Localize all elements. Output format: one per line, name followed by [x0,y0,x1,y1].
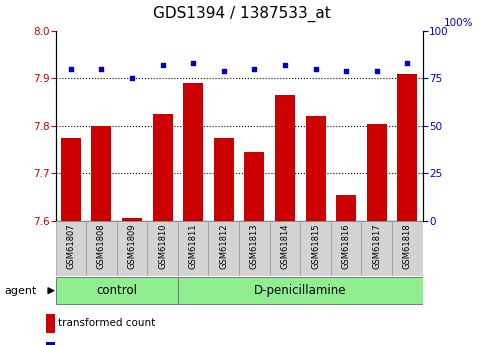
Text: GSM61812: GSM61812 [219,224,228,269]
Bar [178,221,209,276]
Text: GSM61809: GSM61809 [128,224,137,269]
Text: GSM61810: GSM61810 [158,224,167,269]
Bar [270,221,300,276]
Bar [300,221,331,276]
Text: agent: agent [5,286,37,296]
Bar [367,124,387,221]
Bar [122,218,142,221]
Text: GSM61817: GSM61817 [372,224,381,269]
Bar [244,152,264,221]
Point [67,66,75,72]
Text: GSM61814: GSM61814 [281,224,289,269]
Point [189,61,197,66]
Bar [56,221,86,276]
Bar [392,221,423,276]
Bar [306,116,326,221]
Point [251,66,258,72]
Bar [46,342,55,345]
Point [342,68,350,74]
Point [220,68,227,74]
Bar [91,126,112,221]
Point [281,62,289,68]
Bar [117,221,147,276]
Point [373,68,381,74]
Text: GSM61811: GSM61811 [189,224,198,269]
Bar [153,114,172,221]
Bar [61,138,81,221]
Text: 100%: 100% [444,18,474,28]
Bar [46,314,55,333]
Text: GSM61813: GSM61813 [250,224,259,269]
Bar [336,195,356,221]
Text: GSM61808: GSM61808 [97,224,106,269]
Point [312,66,319,72]
Bar [86,221,117,276]
Text: GSM61807: GSM61807 [66,224,75,269]
Bar [275,95,295,221]
Text: GSM61818: GSM61818 [403,224,412,269]
Text: D-penicillamine: D-penicillamine [254,284,346,297]
Text: GDS1394 / 1387533_at: GDS1394 / 1387533_at [153,6,330,22]
Bar [56,277,178,304]
Point [98,66,105,72]
Bar [147,221,178,276]
Point [159,62,167,68]
Bar [214,138,234,221]
Bar [183,83,203,221]
Text: control: control [96,284,137,297]
Bar [398,74,417,221]
Point [128,76,136,81]
Bar [361,221,392,276]
Bar [209,221,239,276]
Bar [331,221,361,276]
Bar [178,277,423,304]
Bar [239,221,270,276]
Text: transformed count: transformed count [58,318,155,327]
Text: GSM61816: GSM61816 [341,224,351,269]
Text: GSM61815: GSM61815 [311,224,320,269]
Point [403,61,411,66]
